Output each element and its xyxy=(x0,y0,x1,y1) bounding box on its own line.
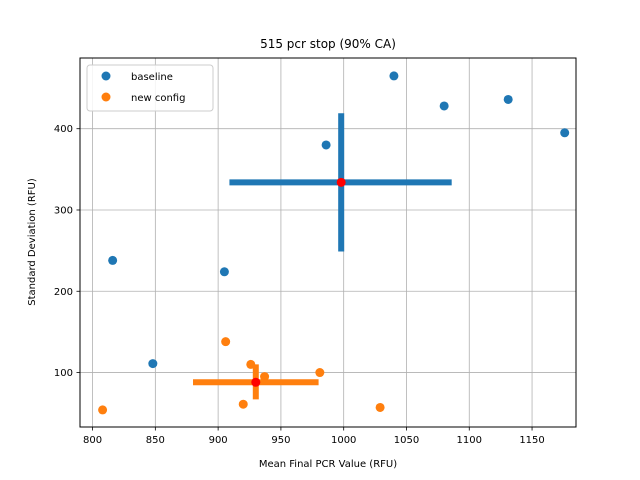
point-new-config xyxy=(238,399,248,409)
x-tick-label: 1100 xyxy=(457,435,482,446)
plot-frame xyxy=(79,57,577,428)
x-tick-label: 1000 xyxy=(331,435,356,446)
x-tick-label: 850 xyxy=(146,435,165,446)
legend-marker-new-config xyxy=(101,92,111,102)
legend-box xyxy=(86,64,214,112)
point-baseline xyxy=(503,94,513,104)
point-baseline xyxy=(321,140,331,150)
data-points xyxy=(98,71,570,415)
x-tick-label: 1050 xyxy=(394,435,419,446)
y-axis-ticks: 100 200 300 400 xyxy=(54,124,80,379)
chart-title: 515 pcr stop (90% CA) xyxy=(260,37,396,51)
x-axis-ticks: 800 850 900 950 1000 1050 1100 1150 xyxy=(83,427,545,446)
mean-marker-baseline xyxy=(336,177,346,187)
point-new-config xyxy=(221,337,231,347)
y-tick-label: 300 xyxy=(54,205,73,216)
x-tick-label: 950 xyxy=(271,435,290,446)
x-tick-label: 900 xyxy=(209,435,228,446)
mean-marker-new-config xyxy=(251,377,261,387)
point-baseline xyxy=(148,359,158,369)
y-tick-label: 200 xyxy=(54,287,73,298)
point-baseline xyxy=(389,71,399,81)
point-new-config xyxy=(315,368,325,378)
legend-label-new-config: new config xyxy=(131,93,185,104)
mean-markers xyxy=(251,177,346,387)
grid xyxy=(80,58,576,427)
y-axis-label: Standard Deviation (RFU) xyxy=(27,178,38,306)
x-axis-label: Mean Final PCR Value (RFU) xyxy=(259,459,397,470)
point-baseline xyxy=(219,267,229,277)
y-tick-label: 100 xyxy=(54,368,73,379)
point-new-config xyxy=(260,372,270,382)
legend: baseline new config xyxy=(86,64,214,112)
y-tick-label: 400 xyxy=(54,124,73,135)
point-new-config xyxy=(98,405,108,415)
point-baseline xyxy=(439,101,449,111)
legend-label-baseline: baseline xyxy=(131,72,173,83)
point-baseline xyxy=(108,255,118,265)
x-tick-label: 800 xyxy=(83,435,102,446)
point-new-config xyxy=(246,359,256,369)
point-baseline xyxy=(560,128,570,138)
point-new-config xyxy=(375,402,385,412)
x-tick-label: 1150 xyxy=(519,435,544,446)
legend-marker-baseline xyxy=(101,71,111,81)
